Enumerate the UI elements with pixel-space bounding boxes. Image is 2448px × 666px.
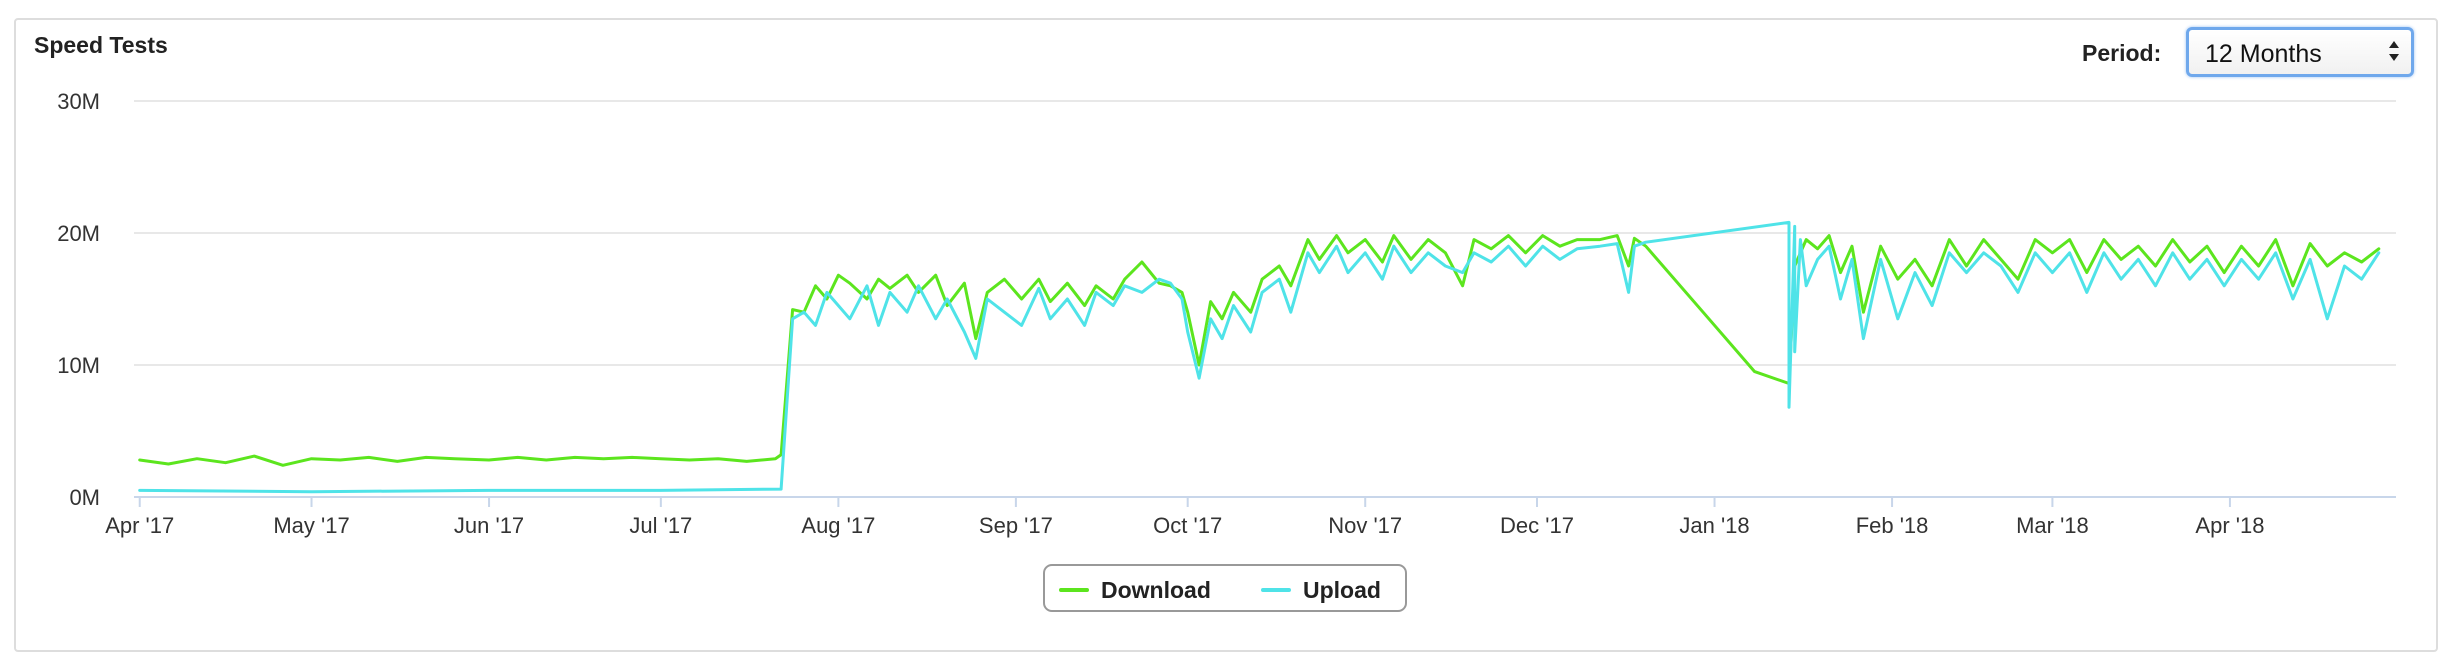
legend-item-upload[interactable]: Upload [1261,576,1381,603]
select-arrows-icon [2389,41,2399,61]
period-select[interactable]: 12 Months [2186,27,2414,77]
x-tick-label: Nov '17 [1328,513,1402,538]
series-line-upload [138,220,2381,494]
panel-title: Speed Tests [34,32,168,58]
series-group [138,220,2381,494]
grid-lines [134,100,2396,498]
y-tick-label: 30M [57,89,100,114]
x-tick-label: Mar '18 [2016,513,2089,538]
y-tick-label: 10M [57,353,100,378]
legend-item-download[interactable]: Download [1059,576,1211,603]
x-tick-label: Apr '18 [2195,513,2264,538]
y-tick-label: 20M [57,221,100,246]
x-axis: Apr '17 May '17 Jun '17 Jul '17 Aug '17 Sep '… [105,497,2264,538]
download-swatch-icon [1059,588,1089,592]
period-label: Period: [2082,40,2162,66]
x-tick-label: May '17 [273,513,349,538]
legend-label-download: Download [1101,576,1211,603]
y-axis: 30M 20M 10M 0M [57,89,100,510]
y-tick-label: 0M [69,485,100,510]
upload-swatch-icon [1261,588,1291,592]
x-tick-label: Oct '17 [1153,513,1222,538]
x-tick-label: Feb '18 [1856,513,1929,538]
speed-tests-panel [14,18,2438,652]
x-tick-label: Dec '17 [1500,513,1574,538]
x-tick-label: Jan '18 [1679,513,1749,538]
series-line-download [138,234,2381,467]
x-tick-label: Sep '17 [979,513,1053,538]
legend-label-upload: Upload [1303,576,1381,603]
x-tick-label: Jun '17 [454,513,524,538]
x-tick-label: Aug '17 [801,513,875,538]
x-tick-label: Jul '17 [629,513,692,538]
period-selected-value: 12 Months [2205,40,2322,68]
legend: Download Upload [1043,564,1407,612]
x-tick-label: Apr '17 [105,513,174,538]
